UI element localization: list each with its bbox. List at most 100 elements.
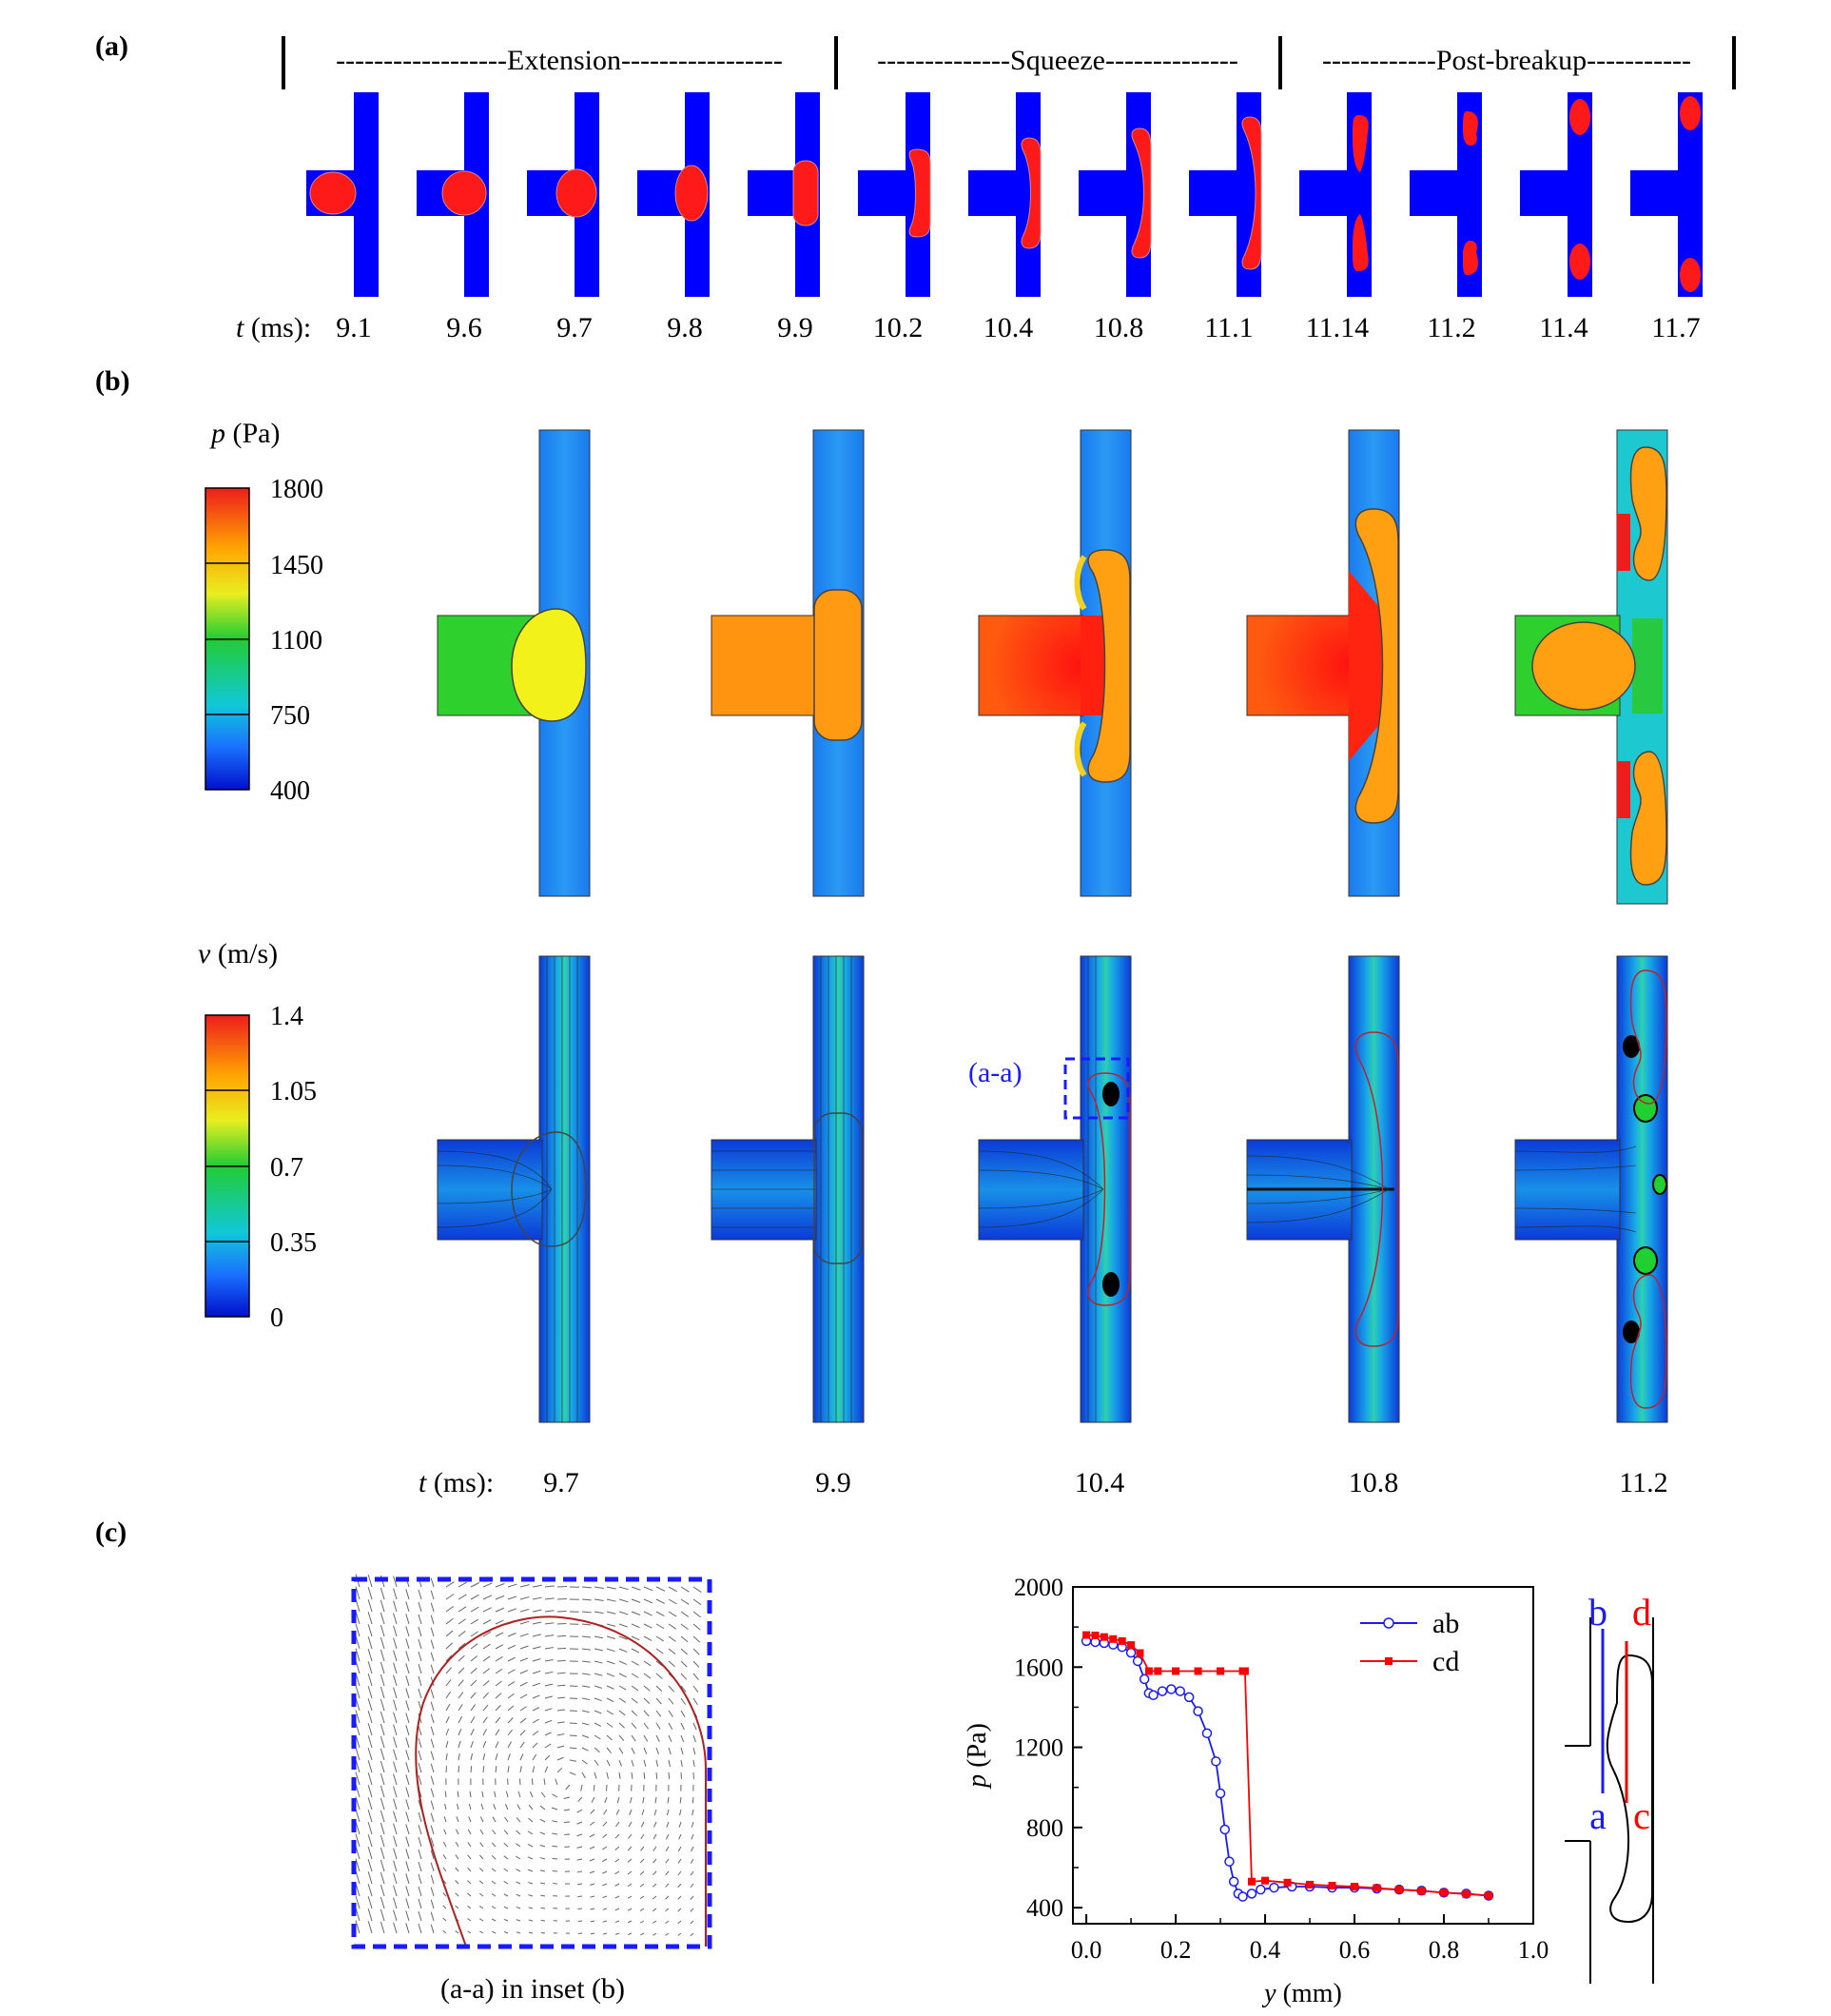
velocity-vector	[519, 1657, 529, 1662]
velocity-vector	[467, 1842, 472, 1848]
velocity-vector	[653, 1870, 657, 1876]
velocity-vector	[604, 1796, 608, 1804]
velocity-vector	[692, 1685, 699, 1693]
velocity-vector	[393, 1625, 398, 1637]
velocity-vector	[380, 1859, 385, 1872]
velocity-vector	[577, 1796, 583, 1803]
velocity-vector	[507, 1608, 517, 1613]
velocity-vector	[430, 1812, 435, 1823]
colorbar-v	[205, 1014, 250, 1318]
velocity-vector	[445, 1740, 449, 1749]
velocity-vector	[507, 1633, 516, 1637]
phase-label-post-breakup: ------------Post-breakup-----------	[1322, 45, 1691, 76]
velocity-vector	[405, 1898, 410, 1909]
velocity-vector	[581, 1759, 588, 1765]
velocity-vector	[556, 1634, 567, 1637]
velocity-vector	[544, 1610, 555, 1613]
velocity-vector	[367, 1723, 373, 1736]
data-point-ab	[1228, 1876, 1239, 1887]
velocity-vector	[491, 1842, 497, 1848]
velocity-vector	[643, 1623, 653, 1629]
velocity-vector	[478, 1892, 484, 1897]
data-point-cd	[1082, 1631, 1091, 1639]
velocity-vector	[479, 1918, 484, 1922]
velocity-vector	[665, 1858, 670, 1864]
velocity-vector	[495, 1583, 505, 1588]
velocity-vector	[594, 1685, 603, 1689]
time-label: 11.1	[1204, 312, 1253, 343]
velocity-vector	[470, 1716, 476, 1724]
velocity-vector	[602, 1932, 608, 1935]
velocity-vector	[628, 1821, 633, 1828]
velocity-vector	[618, 1598, 629, 1603]
velocity-vector	[442, 1867, 447, 1872]
velocity-vector	[405, 1700, 410, 1712]
velocity-vector	[430, 1788, 435, 1798]
velocity-vector	[643, 1598, 653, 1604]
velocity-vector	[445, 1728, 450, 1736]
velocity-vector	[618, 1710, 626, 1716]
velocity-vector	[495, 1595, 505, 1600]
velocity-vector	[691, 1846, 694, 1852]
velocity-vector	[445, 1594, 455, 1600]
data-point-cd	[1328, 1881, 1336, 1889]
velocity-vector	[590, 1908, 595, 1910]
velocity-vector	[581, 1697, 591, 1701]
velocity-vector	[482, 1741, 487, 1749]
pressure-frame-4	[1246, 429, 1400, 897]
velocity-vector	[495, 1693, 502, 1699]
velocity-vector	[615, 1821, 620, 1828]
velocity-vector	[666, 1821, 670, 1828]
velocity-vector	[367, 1673, 373, 1687]
velocity-vector	[367, 1649, 373, 1662]
velocity-vector	[556, 1709, 565, 1712]
velocity-vector	[430, 1924, 435, 1934]
velocity-vector	[606, 1697, 614, 1703]
velocity-vector	[679, 1809, 682, 1816]
velocity-vector	[544, 1622, 555, 1625]
velocity-frame-3	[978, 955, 1132, 1423]
velocity-vector	[643, 1611, 653, 1616]
velocity-vector	[692, 1598, 702, 1606]
velocity-vector	[405, 1601, 410, 1613]
velocity-vector	[528, 1881, 534, 1885]
velocity-vector	[581, 1747, 589, 1752]
velocity-vector	[606, 1623, 616, 1627]
droplet-outline	[1629, 1274, 1667, 1409]
velocity-vector	[430, 1763, 435, 1773]
velocity-vector	[690, 1908, 694, 1912]
velocity-vector	[527, 1830, 534, 1835]
probe-line-schematic: b d a c	[1565, 1591, 1654, 1984]
velocity-vector	[677, 1908, 682, 1912]
velocity-vector	[594, 1759, 599, 1766]
velocity-vector	[507, 1595, 517, 1600]
velocity-vector	[442, 1905, 447, 1909]
velocity-vector	[519, 1766, 522, 1773]
velocity-vector	[367, 1760, 373, 1773]
velocity-vector	[380, 1698, 385, 1712]
velocity-vector	[519, 1608, 530, 1613]
velocity-vector	[527, 1843, 534, 1848]
velocity-vector	[516, 1893, 521, 1897]
data-point-ab	[1237, 1891, 1248, 1902]
velocity-vector	[380, 1871, 385, 1885]
velocity-vector	[458, 1667, 465, 1674]
droplet	[1354, 508, 1399, 824]
legend-marker-cd	[1385, 1657, 1393, 1665]
velocity-vector	[668, 1685, 674, 1693]
velocity-vector	[467, 1880, 472, 1885]
velocity-vector	[519, 1730, 526, 1736]
velocity-vector	[602, 1846, 608, 1850]
velocity-vector	[430, 1911, 435, 1922]
velocity-vector	[405, 1886, 410, 1897]
vortex	[1623, 1035, 1640, 1058]
inset-border	[351, 1576, 712, 1949]
velocity-vector	[445, 1667, 452, 1674]
velocity-vector	[606, 1660, 615, 1665]
velocity-vector	[692, 1759, 695, 1768]
velocity-vector	[540, 1894, 546, 1897]
velocity-vector	[606, 1648, 615, 1653]
velocity-vector	[640, 1932, 645, 1936]
droplet-interface	[415, 1615, 707, 1947]
velocity-vector	[668, 1648, 676, 1654]
